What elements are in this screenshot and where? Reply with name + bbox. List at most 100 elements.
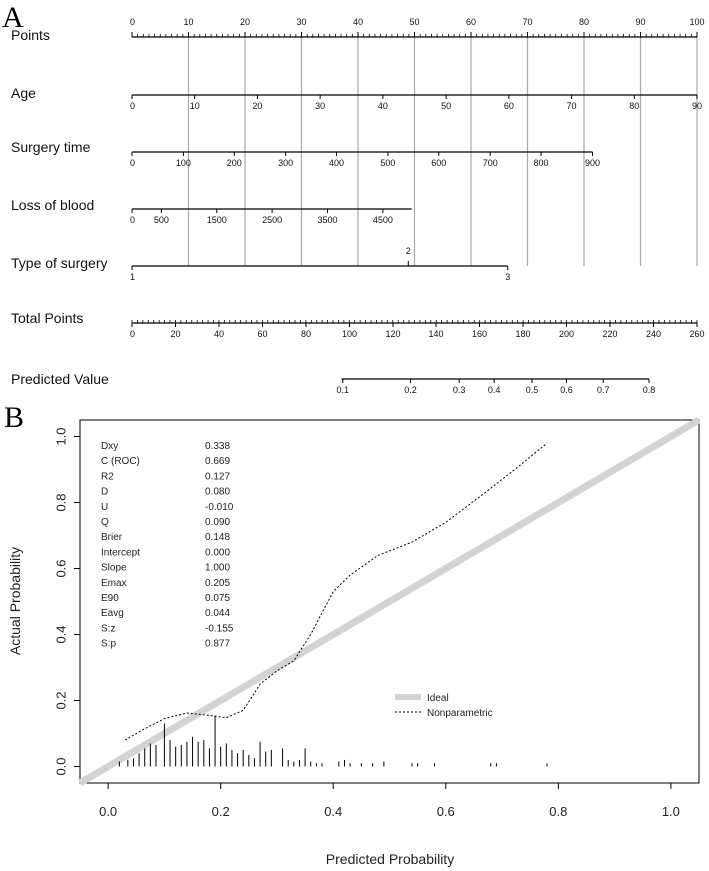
legend-nonparametric-label: Nonparametric [427, 708, 493, 719]
stat-value: 0.669 [205, 456, 230, 467]
nomogram-tick-label: 700 [483, 158, 498, 168]
nomogram-tick-label: 180 [515, 329, 530, 339]
y-tick-label: 0.0 [53, 757, 68, 775]
nomogram-tick-label: 200 [227, 158, 242, 168]
legend-ideal-label: Ideal [427, 693, 449, 704]
y-tick-label: 0.6 [53, 559, 68, 577]
stat-value: 1.000 [205, 563, 230, 574]
stat-value: 0.044 [205, 608, 230, 619]
nomogram-tick-label: 600 [431, 158, 446, 168]
nomogram-row-label: Type of surgery [11, 255, 108, 271]
stat-value: 0.080 [205, 487, 230, 498]
stat-name: Intercept [101, 547, 140, 558]
stat-name: S:p [101, 639, 116, 650]
nomogram-tick-label: 3 [505, 272, 510, 282]
y-tick-label: 0.8 [53, 493, 68, 511]
stat-name: R2 [101, 471, 114, 482]
nomogram-tick-label: 200 [559, 329, 574, 339]
nomogram-tick-label: 2 [406, 246, 411, 256]
stat-value: 0.090 [205, 517, 230, 528]
nomogram-row-label: Predicted Value [11, 371, 109, 387]
nomogram-tick-label: 80 [301, 329, 311, 339]
nomogram-tick-label: 90 [635, 17, 645, 27]
nomogram-tick-label: 240 [646, 329, 661, 339]
nomogram-tick-label: 40 [378, 101, 388, 111]
stat-value: 0.148 [205, 532, 230, 543]
stat-name: Q [101, 517, 109, 528]
nomogram-tick-label: 60 [258, 329, 268, 339]
nomogram-tick-label: 0.6 [560, 385, 573, 395]
stat-value: 0.877 [205, 639, 230, 650]
nomogram-tick-label: 20 [240, 17, 250, 27]
nomogram-tick-label: 500 [154, 215, 169, 225]
nomogram-tick-label: 0 [130, 158, 135, 168]
nomogram-tick-label: 30 [296, 17, 306, 27]
nomogram-tick-label: 100 [689, 17, 704, 27]
y-tick-label: 0.2 [53, 691, 68, 709]
panel-b-letter: B [4, 401, 24, 434]
x-axis-label: Predicted Probability [326, 851, 454, 867]
nomogram-tick-label: 0.7 [597, 385, 610, 395]
nomogram-tick-label: 1500 [207, 215, 227, 225]
stat-value: 0.338 [205, 441, 230, 452]
stat-value: -0.010 [205, 502, 234, 513]
stat-name: S:z [101, 623, 115, 634]
nomogram-tick-label: 220 [602, 329, 617, 339]
stat-name: C (ROC) [101, 456, 140, 467]
nomogram-tick-label: 30 [315, 101, 325, 111]
stat-name: Emax [101, 578, 127, 589]
nomogram-tick-label: 0.2 [404, 385, 417, 395]
x-tick-label: 0.2 [212, 804, 230, 819]
nomogram-tick-label: 2500 [262, 215, 282, 225]
x-tick-label: 1.0 [662, 804, 680, 819]
y-tick-label: 1.0 [53, 427, 68, 445]
nomogram-tick-label: 140 [428, 329, 443, 339]
stat-name: Dxy [101, 441, 118, 452]
nomogram-tick-label: 160 [472, 329, 487, 339]
nomogram-tick-label: 90 [692, 101, 702, 111]
nomogram-tick-label: 800 [534, 158, 549, 168]
nomogram-tick-label: 3500 [317, 215, 337, 225]
nomogram-tick-label: 10 [183, 17, 193, 27]
stat-name: Brier [101, 532, 123, 543]
ideal-line [78, 416, 701, 787]
nomogram-tick-label: 50 [441, 101, 451, 111]
stat-value: 0.205 [205, 578, 230, 589]
nomogram-tick-label: 0 [130, 215, 135, 225]
stat-value: -0.155 [205, 623, 234, 634]
nomogram-row-label: Age [11, 85, 36, 101]
nomogram-tick-label: 260 [689, 329, 704, 339]
nomogram-tick-label: 0.8 [643, 385, 656, 395]
nomogram-tick-label: 100 [342, 329, 357, 339]
x-tick-label: 0.6 [437, 804, 455, 819]
x-tick-label: 0.0 [99, 804, 117, 819]
nomogram-tick-label: 0.3 [453, 385, 466, 395]
stat-name: E90 [101, 593, 119, 604]
nomogram-tick-label: 900 [585, 158, 600, 168]
nomogram-row-label: Total Points [11, 310, 83, 326]
nomogram-tick-label: 100 [176, 158, 191, 168]
nomogram-tick-label: 0.1 [336, 385, 349, 395]
nomogram-row-label: Loss of blood [11, 197, 94, 213]
nomogram-tick-label: 70 [567, 101, 577, 111]
nomogram-tick-label: 1 [130, 272, 135, 282]
nomogram-tick-label: 400 [329, 158, 344, 168]
nomogram-tick-label: 40 [353, 17, 363, 27]
nomogram-tick-label: 300 [278, 158, 293, 168]
x-tick-label: 0.4 [324, 804, 342, 819]
nomogram-tick-label: 4500 [373, 215, 393, 225]
nomogram-tick-label: 20 [252, 101, 262, 111]
nomogram-tick-label: 0 [130, 101, 135, 111]
nomogram-tick-label: 0 [130, 17, 135, 27]
stat-name: Slope [101, 563, 127, 574]
nomogram-tick-label: 0.4 [488, 385, 501, 395]
stat-name: Eavg [101, 608, 124, 619]
calibration-plot: 0.0 0.2 0.4 0.6 0.8 1.0 0.0 0.2 0.4 0.6 0.8 1.0 Dxy… [7, 416, 701, 867]
nomogram-tick-label: 120 [386, 329, 401, 339]
nomogram-tick-label: 80 [579, 17, 589, 27]
stat-value: 0.075 [205, 593, 230, 604]
nomogram-tick-label: 20 [170, 329, 180, 339]
panel-a-letter: A [2, 1, 24, 34]
